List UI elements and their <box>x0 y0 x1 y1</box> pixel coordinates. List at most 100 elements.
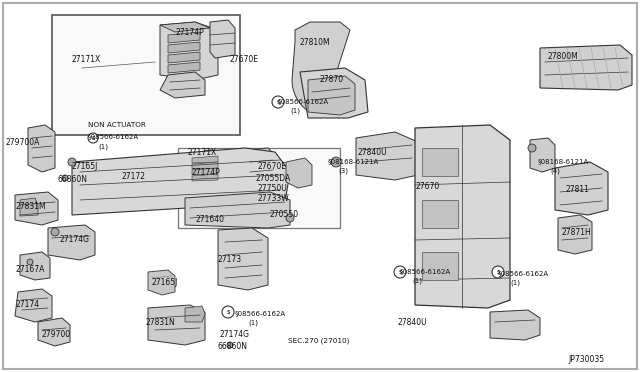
Polygon shape <box>210 148 250 162</box>
Polygon shape <box>28 125 55 172</box>
Text: S: S <box>92 135 95 141</box>
Text: (1): (1) <box>290 108 300 115</box>
Text: 279700A: 279700A <box>5 138 40 147</box>
Text: 27173: 27173 <box>218 255 242 264</box>
Polygon shape <box>168 62 200 73</box>
Polygon shape <box>185 192 290 228</box>
Polygon shape <box>160 22 210 32</box>
Text: 27800M: 27800M <box>548 52 579 61</box>
Text: §08566-6162A: §08566-6162A <box>278 98 329 104</box>
Text: S: S <box>398 269 402 275</box>
Text: (4): (4) <box>550 168 560 174</box>
Polygon shape <box>248 148 275 188</box>
Text: 27165J: 27165J <box>72 162 99 171</box>
Polygon shape <box>168 52 200 63</box>
Polygon shape <box>185 150 245 185</box>
Text: 27840U: 27840U <box>398 318 428 327</box>
Circle shape <box>528 144 536 152</box>
Circle shape <box>331 157 341 167</box>
Text: 27733W: 27733W <box>258 194 290 203</box>
Text: §08168-6121A: §08168-6121A <box>538 158 589 164</box>
Polygon shape <box>540 45 632 90</box>
Circle shape <box>68 158 76 166</box>
Text: 27174G: 27174G <box>220 330 250 339</box>
Text: 27670E: 27670E <box>230 55 259 64</box>
Text: NON ACTUATOR: NON ACTUATOR <box>88 122 146 128</box>
Polygon shape <box>422 200 458 228</box>
Text: §08566-6162A: §08566-6162A <box>235 310 286 316</box>
Text: 27871H: 27871H <box>562 228 592 237</box>
Text: 27167A: 27167A <box>15 265 44 274</box>
Text: 27670: 27670 <box>415 182 439 191</box>
Text: (1): (1) <box>510 280 520 286</box>
Bar <box>52 15 240 135</box>
Text: §08566-6162A: §08566-6162A <box>498 270 549 276</box>
Circle shape <box>222 306 234 318</box>
Text: (1): (1) <box>412 278 422 285</box>
Polygon shape <box>210 20 235 58</box>
Text: §08168-6121A: §08168-6121A <box>328 158 380 164</box>
Circle shape <box>272 96 284 108</box>
Polygon shape <box>160 22 218 80</box>
Polygon shape <box>555 162 608 215</box>
Polygon shape <box>218 228 268 290</box>
Text: S: S <box>227 310 230 314</box>
Polygon shape <box>558 215 592 254</box>
Polygon shape <box>286 158 312 188</box>
Text: 27174P: 27174P <box>175 28 204 37</box>
Polygon shape <box>192 156 218 163</box>
Circle shape <box>88 133 98 143</box>
Text: 27055DA: 27055DA <box>255 174 291 183</box>
Polygon shape <box>300 68 368 118</box>
Polygon shape <box>168 32 200 43</box>
Text: 27811: 27811 <box>565 185 589 194</box>
Polygon shape <box>20 252 50 280</box>
Text: 27174: 27174 <box>15 300 39 309</box>
Text: 27750U: 27750U <box>258 184 288 193</box>
Polygon shape <box>38 318 70 346</box>
Bar <box>178 148 340 228</box>
Text: JP730035: JP730035 <box>568 355 604 364</box>
Text: 27171X: 27171X <box>188 148 217 157</box>
Polygon shape <box>15 289 52 322</box>
Text: (1): (1) <box>98 143 108 150</box>
Text: (3): (3) <box>338 168 348 174</box>
Text: S: S <box>276 99 280 105</box>
Polygon shape <box>308 76 355 115</box>
Text: 279700: 279700 <box>42 330 71 339</box>
Text: 27870: 27870 <box>320 75 344 84</box>
Polygon shape <box>356 132 418 180</box>
Text: 66860N: 66860N <box>218 342 248 351</box>
Text: (1): (1) <box>248 320 258 327</box>
Circle shape <box>62 175 68 181</box>
Circle shape <box>227 342 233 348</box>
Polygon shape <box>48 225 95 260</box>
Text: 27831M: 27831M <box>15 202 45 211</box>
Polygon shape <box>422 148 458 176</box>
Text: 27174P: 27174P <box>192 168 221 177</box>
Circle shape <box>51 228 59 236</box>
Text: 27670E: 27670E <box>258 162 287 171</box>
Text: 270550: 270550 <box>270 210 299 219</box>
Text: 66860N: 66860N <box>57 175 87 184</box>
Text: 27165J: 27165J <box>152 278 179 287</box>
Text: 271640: 271640 <box>195 215 224 224</box>
Text: S: S <box>496 269 500 275</box>
Polygon shape <box>192 174 218 181</box>
Polygon shape <box>192 162 218 169</box>
Polygon shape <box>72 148 290 215</box>
Circle shape <box>492 266 504 278</box>
Polygon shape <box>490 310 540 340</box>
Text: §08566-6162A: §08566-6162A <box>400 268 451 274</box>
Text: 27172: 27172 <box>122 172 146 181</box>
Polygon shape <box>530 138 555 172</box>
Text: SEC.270 (27010): SEC.270 (27010) <box>288 338 349 344</box>
Polygon shape <box>415 125 510 308</box>
Circle shape <box>27 259 33 265</box>
Circle shape <box>394 266 406 278</box>
Polygon shape <box>168 42 200 53</box>
Text: 27174G: 27174G <box>60 235 90 244</box>
Polygon shape <box>292 22 350 118</box>
Text: 27810M: 27810M <box>300 38 331 47</box>
Text: 27831N: 27831N <box>145 318 175 327</box>
